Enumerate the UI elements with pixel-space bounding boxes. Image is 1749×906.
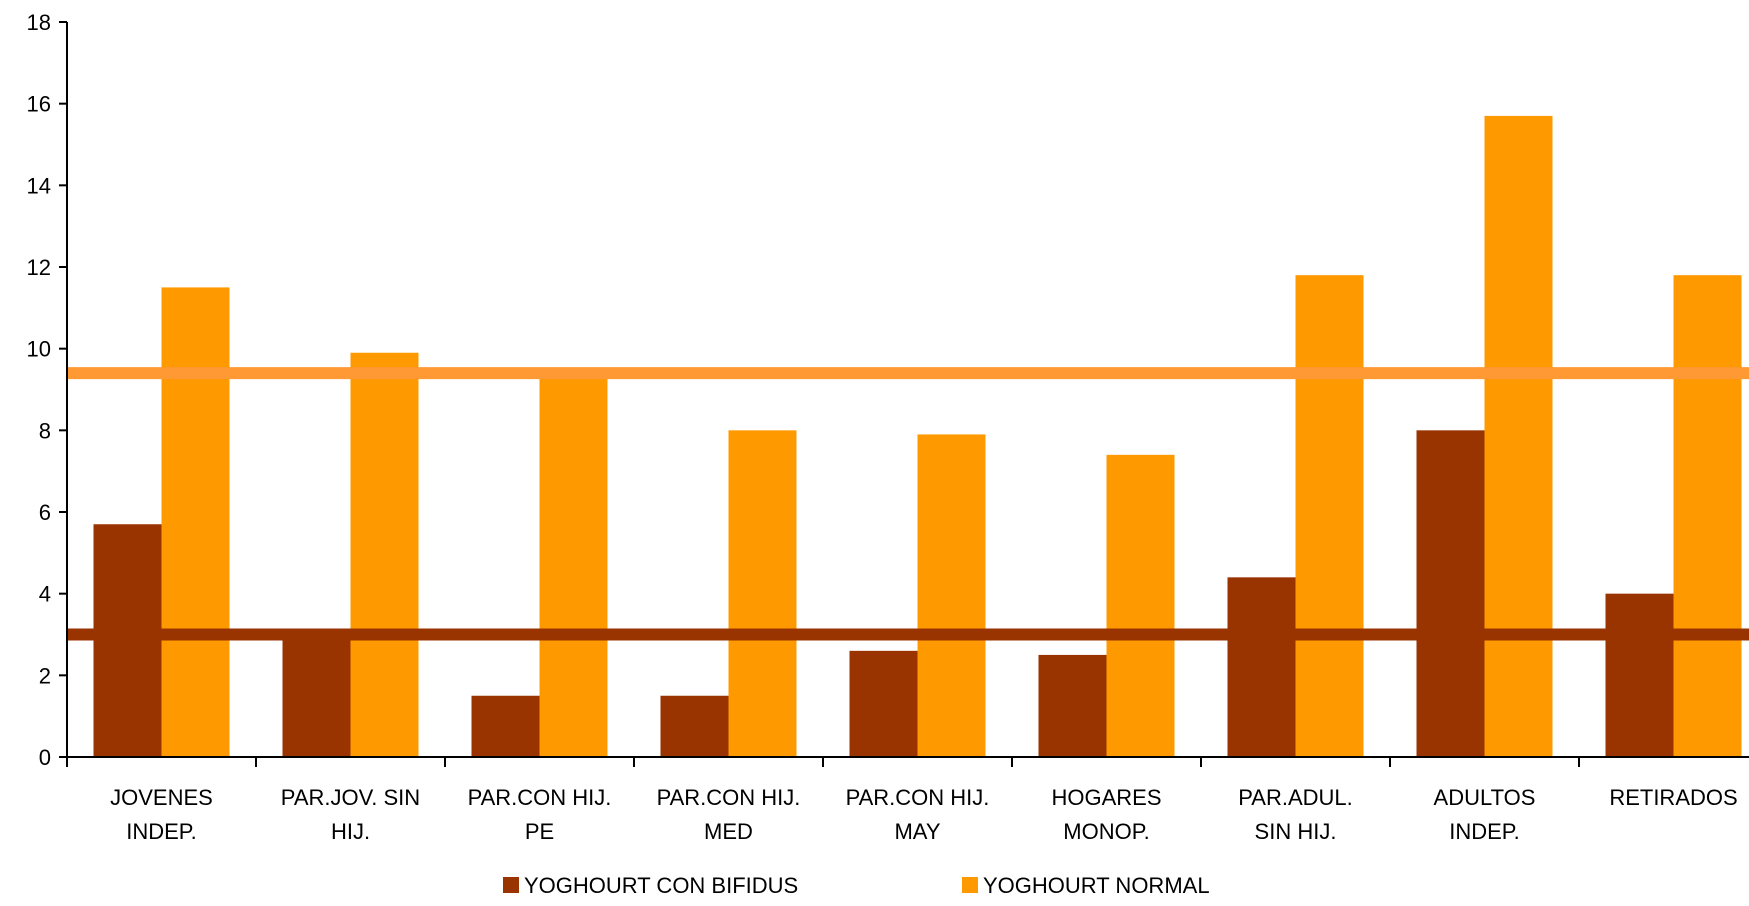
bar-bifidus-1	[282, 630, 351, 757]
category-label-6: PAR.ADUL. SIN HIJ.	[1238, 785, 1353, 844]
y-tick-label-6: 12	[27, 255, 51, 280]
bar-normal-2	[539, 373, 608, 757]
category-label-4: PAR.CON HIJ. MAY	[846, 785, 990, 844]
category-label-8: RETIRADOS	[1609, 785, 1737, 810]
y-tick-label-9: 18	[27, 10, 51, 35]
y-tick-labels: 0 2 4 6 8 10 12 14 16 18	[27, 10, 51, 770]
bar-bifidus-2	[471, 695, 540, 757]
bar-bifidus-8	[1605, 593, 1674, 757]
y-tick-label-2: 4	[39, 582, 51, 607]
category-label-1: PAR.JOV. SIN HIJ.	[281, 785, 420, 844]
bar-bifidus-6	[1227, 577, 1296, 757]
bar-bifidus-7	[1416, 430, 1485, 757]
bar-normal-4	[917, 434, 986, 757]
bar-bifidus-5	[1038, 654, 1107, 757]
y-tick-label-5: 10	[27, 337, 51, 362]
bar-normal-5	[1106, 454, 1175, 757]
reference-lines-layer	[67, 367, 1749, 641]
legend: YOGHOURT CON BIFIDUS YOGHOURT NORMAL	[503, 873, 1210, 898]
bars-layer	[93, 115, 1742, 757]
x-category-labels: JOVENES INDEP. PAR.JOV. SIN HIJ. PAR.CON HIJ…	[110, 785, 1738, 844]
category-label-0: JOVENES INDEP.	[110, 785, 213, 844]
y-tick-label-3: 6	[39, 500, 51, 525]
bar-normal-8	[1673, 275, 1742, 757]
legend-swatch-1	[962, 877, 978, 893]
bar-normal-0	[161, 287, 230, 757]
bar-normal-6	[1295, 275, 1364, 757]
bar-normal-1	[350, 352, 419, 757]
legend-label-0: YOGHOURT CON BIFIDUS	[524, 873, 798, 898]
category-label-7: ADULTOS INDEP.	[1434, 785, 1536, 844]
bar-normal-3	[728, 430, 797, 757]
category-label-3: PAR.CON HIJ. MED	[657, 785, 801, 844]
axes-layer	[59, 21, 1749, 767]
bar-bifidus-0	[93, 524, 162, 757]
y-tick-label-0: 0	[39, 745, 51, 770]
bar-normal-7	[1484, 115, 1553, 757]
y-tick-label-4: 8	[39, 418, 51, 443]
category-label-5: HOGARES MONOP.	[1051, 785, 1161, 844]
y-tick-label-1: 2	[39, 663, 51, 688]
bar-bifidus-3	[660, 695, 729, 757]
category-label-2: PAR.CON HIJ. PE	[468, 785, 612, 844]
legend-label-1: YOGHOURT NORMAL	[983, 873, 1210, 898]
y-tick-label-7: 14	[27, 173, 51, 198]
legend-swatch-0	[503, 877, 519, 893]
y-tick-label-8: 16	[27, 92, 51, 117]
bar-bifidus-4	[849, 650, 918, 757]
